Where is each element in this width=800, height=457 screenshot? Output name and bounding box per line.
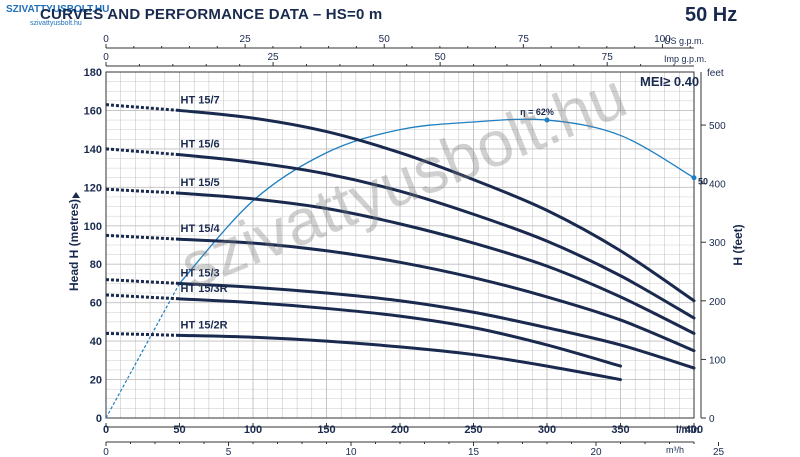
efficiency-end-marker [691, 175, 697, 181]
x-unit-label: l/min [676, 425, 699, 436]
series-label: HT 15/2R [181, 319, 228, 331]
series-line [178, 297, 622, 368]
efficiency-peak-marker [544, 117, 550, 123]
series-line [178, 237, 696, 353]
x2-tick-label: 5 [226, 447, 232, 457]
y2-tick-label: 200 [709, 297, 726, 308]
x2-tick-label: 0 [103, 447, 109, 457]
y2-tick-label: 0 [709, 414, 715, 425]
series-dashed [105, 233, 180, 241]
x-tick-label: 200 [391, 424, 409, 436]
top-axis-tick-label: 75 [518, 34, 530, 45]
series-dashed [105, 293, 180, 301]
series-line [178, 153, 696, 320]
series-line [178, 191, 696, 335]
x2-tick-label: 20 [590, 447, 602, 457]
y-tick-label: 40 [90, 336, 102, 348]
y2-axis-title: H (feet) [731, 224, 745, 265]
chart-title: CURVES AND PERFORMANCE DATA – HS=0 m [40, 6, 383, 23]
x2-tick-label: 10 [345, 447, 357, 457]
top-axis-unit: Imp g.p.m. [664, 54, 707, 64]
y2-tick-label: 400 [709, 180, 726, 191]
series-label: HT 15/4 [181, 223, 221, 235]
y-tick-label: 20 [90, 375, 102, 387]
x-tick-label: 250 [464, 424, 482, 436]
series-dashed [105, 331, 180, 337]
series-label: HT 15/7 [181, 94, 220, 106]
efficiency-dashed [105, 283, 181, 419]
y2-tick-label: 300 [709, 238, 726, 249]
efficiency-curve [179, 118, 695, 284]
series-label: HT 15/3R [181, 283, 228, 295]
top-axis-unit: US g.p.m. [664, 36, 704, 46]
series-dashed [105, 278, 180, 285]
y-tick-label: 120 [84, 182, 102, 194]
x2-tick-label: 15 [468, 447, 480, 457]
x2-unit-label: m³/h [666, 445, 684, 455]
x-tick-label: 50 [173, 424, 185, 436]
top-axis-tick-label: 0 [103, 52, 109, 63]
top-axis-tick-label: 25 [268, 52, 280, 63]
site-logo-sub: szivattyusbolt.hu [30, 20, 82, 27]
site-logo[interactable]: SZIVATTYUSBOLT.HU [6, 4, 110, 15]
x-tick-label: 0 [103, 424, 109, 436]
series-line [178, 108, 696, 303]
top-axis-tick-label: 0 [103, 34, 109, 45]
top-axis-tick-label: 50 [379, 34, 391, 45]
x-tick-label: 300 [538, 424, 556, 436]
y2-tick-label: 100 [709, 355, 726, 366]
series-line [178, 281, 696, 370]
y2-tick-label: 500 [709, 121, 726, 132]
x-tick-label: 150 [317, 424, 335, 436]
y-tick-label: 160 [84, 105, 102, 117]
series-label: HT 15/5 [181, 177, 220, 189]
top-axis-tick-label: 75 [602, 52, 614, 63]
y-tick-label: 140 [84, 144, 102, 156]
y-axis-arrow [72, 192, 80, 198]
y-tick-label: 80 [90, 259, 102, 271]
y-tick-label: 60 [90, 298, 102, 310]
top-axis-tick-label: 100 [654, 34, 671, 45]
x-tick-label: 400 [685, 424, 703, 436]
efficiency-end-label: 50 [698, 177, 708, 187]
frequency-label: 50 Hz [685, 4, 738, 26]
series-label: HT 15/3 [181, 267, 220, 279]
y-axis-title: Head H (metres) [67, 199, 81, 291]
series-dashed [105, 187, 180, 195]
x-tick-label: 100 [244, 424, 262, 436]
series-line [178, 333, 622, 382]
plot-frame [105, 71, 695, 419]
top-axis-tick-label: 25 [240, 34, 252, 45]
mei-label: MEI≥ 0.40 [640, 74, 700, 89]
y2-unit-label: feet [707, 68, 724, 79]
series-label: HT 15/6 [181, 139, 220, 151]
y-tick-label: 0 [96, 413, 102, 425]
series-dashed [105, 147, 180, 157]
x-tick-label: 350 [611, 424, 629, 436]
series-dashed [105, 103, 180, 112]
y-tick-label: 180 [84, 67, 102, 79]
x2-tick-label: 25 [713, 447, 725, 457]
top-axis-tick-label: 50 [435, 52, 447, 63]
y-tick-label: 100 [84, 221, 102, 233]
efficiency-label: η = 62% [520, 107, 554, 117]
